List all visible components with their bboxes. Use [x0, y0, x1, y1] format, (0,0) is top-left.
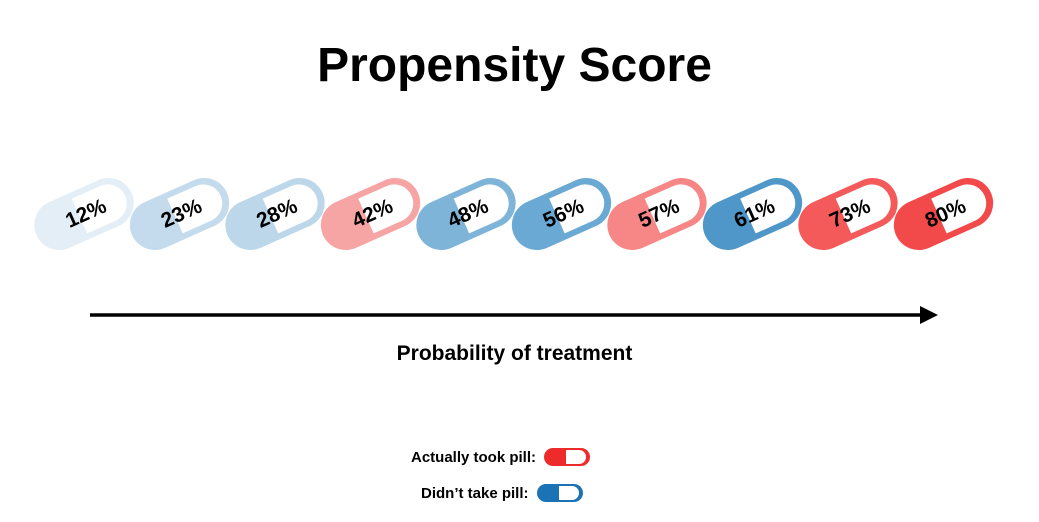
pill-capsule: 12%	[34, 178, 134, 250]
pill-window	[740, 184, 796, 234]
legend-swatch-took	[544, 448, 591, 466]
axis-label: Probability of treatment	[396, 342, 633, 365]
pill-window	[644, 184, 700, 234]
legend-label: Actually took pill:	[411, 448, 537, 466]
pill-capsule: 23%	[129, 178, 230, 250]
pill-capsule: 28%	[225, 178, 325, 250]
pill-capsule: 73%	[798, 178, 898, 250]
pill-capsule: 42%	[320, 178, 421, 250]
axis-arrow-head	[920, 306, 938, 324]
pill-window	[931, 184, 987, 234]
pill-window	[453, 184, 509, 234]
pill-window	[549, 184, 605, 234]
legend-label: Didn’t take pill:	[421, 484, 529, 502]
pill-window	[167, 184, 223, 234]
legend-didnt-take-pill: Didn’t take pill:	[421, 484, 583, 502]
pill-capsule: 57%	[607, 178, 707, 250]
pill-window	[835, 184, 891, 234]
page-title: Propensity Score	[317, 39, 712, 92]
pill-capsule: 80%	[893, 178, 994, 250]
legend-swatch-didnt	[536, 484, 583, 502]
pill-row: 12% 23% 28% 42% 48% 56% 57% 61% 73% 80%	[34, 178, 994, 250]
pill-capsule: 48%	[416, 178, 516, 250]
legend-took-pill: Actually took pill:	[411, 448, 591, 466]
pill-capsule: 61%	[702, 178, 803, 250]
pill-window	[358, 184, 414, 234]
pill-window	[262, 184, 318, 234]
pill-capsule: 56%	[511, 178, 612, 250]
pill-window	[71, 184, 127, 234]
